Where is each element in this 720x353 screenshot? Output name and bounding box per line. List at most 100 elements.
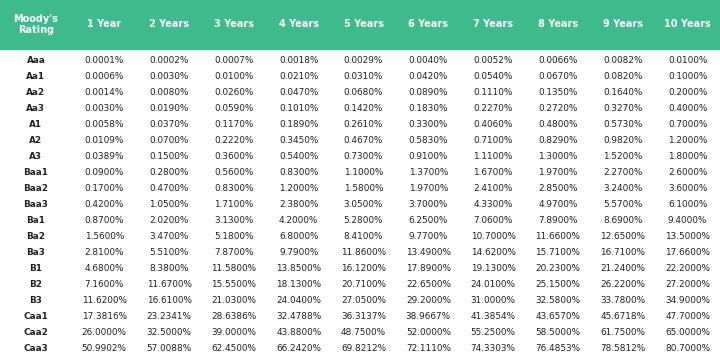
Text: 0.1500%: 0.1500% xyxy=(149,152,189,161)
Text: 13.8500%: 13.8500% xyxy=(276,264,321,273)
Text: 0.1420%: 0.1420% xyxy=(344,104,383,113)
Text: 6 Years: 6 Years xyxy=(408,19,449,29)
Text: 3.1300%: 3.1300% xyxy=(214,216,253,225)
Text: 0.1640%: 0.1640% xyxy=(603,88,642,97)
Text: 4.6800%: 4.6800% xyxy=(84,264,124,273)
Text: B2: B2 xyxy=(30,280,42,289)
Text: 4.3300%: 4.3300% xyxy=(474,200,513,209)
Text: 10.7000%: 10.7000% xyxy=(471,232,516,241)
Text: Caa3: Caa3 xyxy=(24,344,48,353)
Text: 12.6500%: 12.6500% xyxy=(600,232,645,241)
Text: 22.6500%: 22.6500% xyxy=(406,280,451,289)
Text: 2.0200%: 2.0200% xyxy=(149,216,189,225)
Text: 9 Years: 9 Years xyxy=(603,19,643,29)
Text: 69.8212%: 69.8212% xyxy=(341,344,386,353)
Text: 6.8000%: 6.8000% xyxy=(279,232,318,241)
Text: 0.3450%: 0.3450% xyxy=(279,136,318,145)
Text: 41.3854%: 41.3854% xyxy=(471,312,516,321)
Text: 1.1100%: 1.1100% xyxy=(474,152,513,161)
Text: 0.0670%: 0.0670% xyxy=(539,72,577,81)
Text: 1.8000%: 1.8000% xyxy=(668,152,707,161)
Text: 23.2341%: 23.2341% xyxy=(147,312,192,321)
Text: 1.9700%: 1.9700% xyxy=(409,184,448,193)
Text: 7 Years: 7 Years xyxy=(473,19,513,29)
Text: 0.0014%: 0.0014% xyxy=(84,88,124,97)
Text: 7.0600%: 7.0600% xyxy=(474,216,513,225)
Text: 3.2400%: 3.2400% xyxy=(603,184,642,193)
Text: 48.7500%: 48.7500% xyxy=(341,328,386,337)
Text: 0.2220%: 0.2220% xyxy=(214,136,253,145)
Text: 0.0082%: 0.0082% xyxy=(603,56,642,65)
Text: 26.0000%: 26.0000% xyxy=(82,328,127,337)
Text: 11.8600%: 11.8600% xyxy=(341,248,386,257)
Text: 6.2500%: 6.2500% xyxy=(409,216,448,225)
Text: 32.5800%: 32.5800% xyxy=(536,296,580,305)
Text: Aa2: Aa2 xyxy=(27,88,45,97)
Text: 2.4100%: 2.4100% xyxy=(474,184,513,193)
Text: 0.0030%: 0.0030% xyxy=(84,104,124,113)
Text: 6.1000%: 6.1000% xyxy=(668,200,707,209)
Text: 2.3800%: 2.3800% xyxy=(279,200,318,209)
Text: 0.3270%: 0.3270% xyxy=(603,104,642,113)
Text: 0.0100%: 0.0100% xyxy=(214,72,253,81)
Text: 1.9700%: 1.9700% xyxy=(539,168,577,177)
Text: 4 Years: 4 Years xyxy=(279,19,319,29)
Text: 0.7300%: 0.7300% xyxy=(344,152,383,161)
Text: 0.1170%: 0.1170% xyxy=(214,120,253,129)
Text: Aaa: Aaa xyxy=(27,56,45,65)
Text: 2.8500%: 2.8500% xyxy=(539,184,577,193)
Text: 43.8800%: 43.8800% xyxy=(276,328,321,337)
Text: 0.0100%: 0.0100% xyxy=(668,56,707,65)
Text: 38.9667%: 38.9667% xyxy=(406,312,451,321)
Text: B3: B3 xyxy=(30,296,42,305)
Text: 8.6900%: 8.6900% xyxy=(603,216,642,225)
Text: 0.0018%: 0.0018% xyxy=(279,56,318,65)
Text: 0.0590%: 0.0590% xyxy=(214,104,253,113)
Text: 1.5200%: 1.5200% xyxy=(603,152,642,161)
Text: Aa3: Aa3 xyxy=(27,104,45,113)
Text: 1.6700%: 1.6700% xyxy=(474,168,513,177)
Text: 62.4500%: 62.4500% xyxy=(212,344,256,353)
Text: 27.2000%: 27.2000% xyxy=(665,280,710,289)
Text: 5.5100%: 5.5100% xyxy=(149,248,189,257)
Text: 0.8300%: 0.8300% xyxy=(214,184,253,193)
Text: 0.8300%: 0.8300% xyxy=(279,168,318,177)
Text: 2.6000%: 2.6000% xyxy=(668,168,707,177)
Text: 0.1700%: 0.1700% xyxy=(84,184,124,193)
Text: Baa3: Baa3 xyxy=(24,200,48,209)
Text: 7.8700%: 7.8700% xyxy=(214,248,253,257)
Text: 0.1010%: 0.1010% xyxy=(279,104,318,113)
Text: 20.2300%: 20.2300% xyxy=(536,264,580,273)
Text: 18.1300%: 18.1300% xyxy=(276,280,321,289)
Text: 2 Years: 2 Years xyxy=(149,19,189,29)
Text: 3.4700%: 3.4700% xyxy=(149,232,189,241)
Text: 8.4100%: 8.4100% xyxy=(343,232,383,241)
Text: 7.1600%: 7.1600% xyxy=(84,280,124,289)
Text: 0.2800%: 0.2800% xyxy=(149,168,189,177)
Text: 20.7100%: 20.7100% xyxy=(341,280,386,289)
Text: 11.5800%: 11.5800% xyxy=(212,264,256,273)
Text: Caa1: Caa1 xyxy=(24,312,48,321)
Text: 3.6000%: 3.6000% xyxy=(668,184,707,193)
Text: 15.5500%: 15.5500% xyxy=(212,280,256,289)
Text: 2.8100%: 2.8100% xyxy=(84,248,124,257)
Text: 4.9700%: 4.9700% xyxy=(539,200,577,209)
Text: 25.1500%: 25.1500% xyxy=(536,280,580,289)
Text: 22.2000%: 22.2000% xyxy=(665,264,710,273)
Text: Baa1: Baa1 xyxy=(24,168,48,177)
Text: 2.2700%: 2.2700% xyxy=(603,168,642,177)
Text: 1.5800%: 1.5800% xyxy=(343,184,383,193)
Text: 14.6200%: 14.6200% xyxy=(471,248,516,257)
Text: 7.8900%: 7.8900% xyxy=(539,216,577,225)
Text: 74.3303%: 74.3303% xyxy=(471,344,516,353)
Text: 16.6100%: 16.6100% xyxy=(147,296,192,305)
Text: Ba3: Ba3 xyxy=(27,248,45,257)
Text: 45.6718%: 45.6718% xyxy=(600,312,645,321)
Text: 3 Years: 3 Years xyxy=(214,19,254,29)
Text: 0.5730%: 0.5730% xyxy=(603,120,642,129)
Text: B1: B1 xyxy=(30,264,42,273)
Text: 0.0001%: 0.0001% xyxy=(84,56,124,65)
Text: 0.0007%: 0.0007% xyxy=(214,56,253,65)
Text: 0.0310%: 0.0310% xyxy=(344,72,383,81)
Text: 32.4788%: 32.4788% xyxy=(276,312,321,321)
